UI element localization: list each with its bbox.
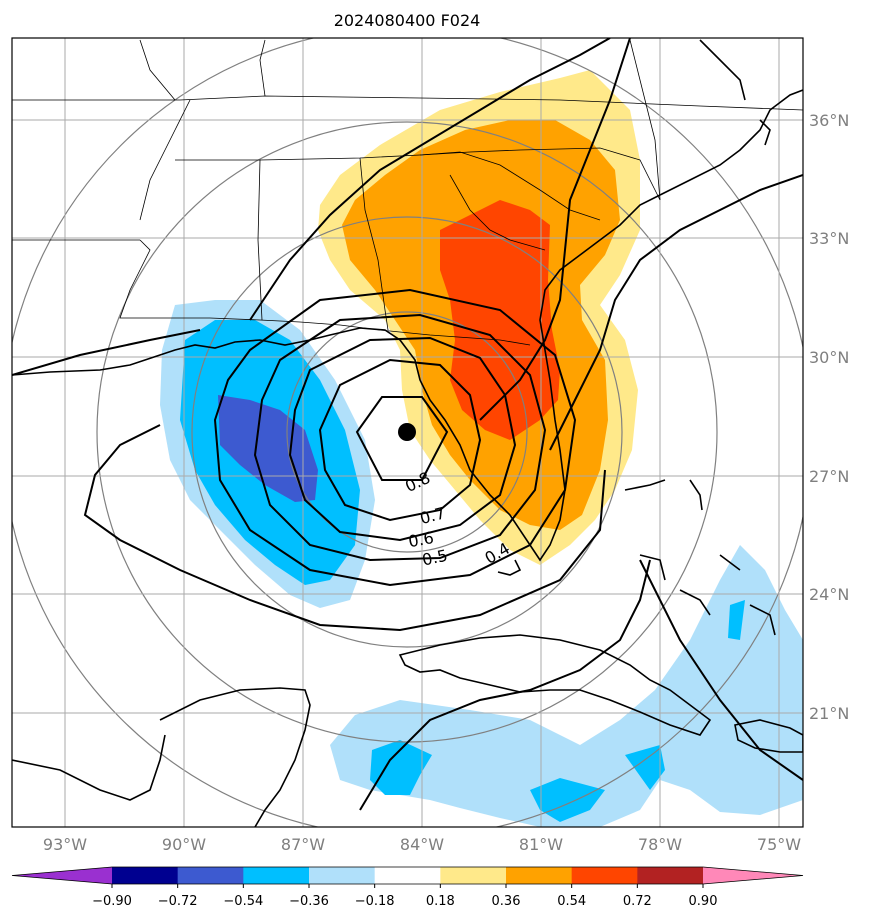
hispaniola: [734, 719, 803, 753]
lat-label: 33°N: [809, 229, 849, 248]
storm-center-marker: [398, 423, 416, 441]
colorbar-tick-label: −0.18: [355, 894, 395, 909]
latitude-labels: 36°N 33°N 30°N 27°N 24°N 21°N: [809, 111, 849, 723]
range-ring-2: [191, 216, 623, 648]
coastlines: [12, 39, 803, 827]
colorbar-tick-label: 0.54: [557, 894, 586, 909]
lat-label: 21°N: [809, 704, 849, 723]
colorbar-segment: [243, 867, 310, 884]
contour-0.7: [318, 358, 482, 522]
lat-label: 27°N: [809, 467, 849, 486]
colorbar-tick-label: −0.36: [289, 894, 329, 909]
lon-label: 84°W: [400, 835, 444, 854]
longitude-labels: 93°W 90°W 87°W 84°W 81°W 78°W 75°W: [43, 835, 801, 854]
contour-outer: [12, 329, 606, 632]
neg-light-south: [330, 545, 803, 827]
colorbar-extend-max: [703, 867, 803, 884]
lon-label: 93°W: [43, 835, 87, 854]
figure-title: 2024080400 F024: [334, 11, 481, 30]
colorbar-tick-label: 0.36: [492, 894, 521, 909]
colorbar-segment: [309, 867, 376, 884]
colorbar-segment: [506, 867, 573, 884]
map-area: 0.8 0.7 0.6 0.5 0.4: [12, 38, 803, 827]
colorbar-segment: [637, 867, 704, 884]
range-rings: [12, 38, 803, 827]
negative-field: [160, 300, 803, 827]
lon-label: 87°W: [281, 835, 325, 854]
lon-label: 90°W: [162, 835, 206, 854]
florida-keys: [497, 559, 522, 576]
colorbar-segment: [374, 867, 441, 884]
contour-0.5: [253, 313, 547, 562]
positive-field: [318, 70, 640, 565]
colorbar-tick-label: 0.90: [689, 894, 718, 909]
map-frame: [11, 37, 804, 828]
contour-label-0.5: 0.5: [420, 546, 449, 570]
colorbar-tick-label: 0.18: [426, 894, 455, 909]
colorbar-tick-label: 0.72: [623, 894, 652, 909]
contour-0.6: [288, 336, 517, 542]
neg-mid-south-4: [728, 600, 745, 640]
cuba: [398, 634, 712, 736]
contour-0.8: [355, 396, 449, 481]
neg-mid-south-1: [370, 740, 432, 795]
colorbar-tick-label: −0.72: [158, 894, 198, 909]
range-ring-1: [286, 311, 528, 553]
lat-label: 36°N: [809, 111, 849, 130]
colorbar-segment: [177, 867, 244, 884]
chesapeake: [699, 39, 771, 146]
pressure-contours: [12, 288, 606, 632]
colorbar-tick-label: −0.90: [92, 894, 132, 909]
atlantic-coast: [659, 89, 803, 196]
track-lines: [249, 38, 803, 811]
pos-dark: [440, 200, 560, 440]
colorbar-segment: [571, 867, 638, 884]
colorbar: −0.90 −0.72 −0.54 −0.36 −0.18 0.18 0.36 0.54 0.7…: [11, 866, 804, 909]
lon-label: 75°W: [757, 835, 801, 854]
colorbar-tick-label: −0.54: [223, 894, 263, 909]
contour-label-0.6: 0.6: [407, 528, 435, 551]
neg-mid-south-3: [625, 745, 665, 790]
lat-label: 30°N: [809, 348, 849, 367]
colorbar-extend-min: [12, 867, 112, 884]
gulf-coast: [12, 194, 661, 562]
bahamas: [624, 479, 776, 636]
mexico-coast: [12, 734, 166, 801]
gridlines: [12, 38, 803, 827]
yucatan: [159, 687, 311, 827]
colorbar-segment: [112, 867, 179, 884]
contour-0.4: [213, 288, 577, 587]
colorbar-segment: [440, 867, 507, 884]
lat-label: 24°N: [809, 585, 849, 604]
lon-label: 81°W: [519, 835, 563, 854]
lon-label: 78°W: [638, 835, 682, 854]
